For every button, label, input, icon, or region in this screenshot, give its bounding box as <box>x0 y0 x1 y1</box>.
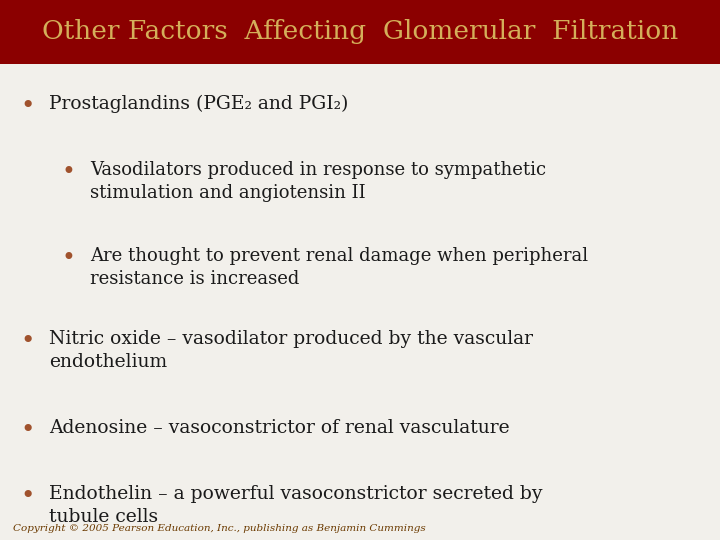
Text: •: • <box>61 161 76 184</box>
Text: Nitric oxide – vasodilator produced by the vascular
endothelium: Nitric oxide – vasodilator produced by t… <box>49 330 533 372</box>
Text: •: • <box>20 94 35 118</box>
Text: •: • <box>61 247 76 269</box>
Text: Vasodilators produced in response to sympathetic
stimulation and angiotensin II: Vasodilators produced in response to sym… <box>90 161 546 202</box>
Text: •: • <box>20 330 35 354</box>
Text: Prostaglandins (PGE₂ and PGI₂): Prostaglandins (PGE₂ and PGI₂) <box>49 94 348 113</box>
Text: •: • <box>20 418 35 442</box>
Text: Other Factors  Affecting  Glomerular  Filtration: Other Factors Affecting Glomerular Filtr… <box>42 19 678 44</box>
Text: Are thought to prevent renal damage when peripheral
resistance is increased: Are thought to prevent renal damage when… <box>90 247 588 288</box>
Text: Copyright © 2005 Pearson Education, Inc., publishing as Benjamin Cummings: Copyright © 2005 Pearson Education, Inc.… <box>13 524 426 533</box>
Text: Adenosine – vasoconstrictor of renal vasculature: Adenosine – vasoconstrictor of renal vas… <box>49 418 510 436</box>
Text: Endothelin – a powerful vasoconstrictor secreted by
tubule cells: Endothelin – a powerful vasoconstrictor … <box>49 485 542 526</box>
Text: •: • <box>20 485 35 508</box>
